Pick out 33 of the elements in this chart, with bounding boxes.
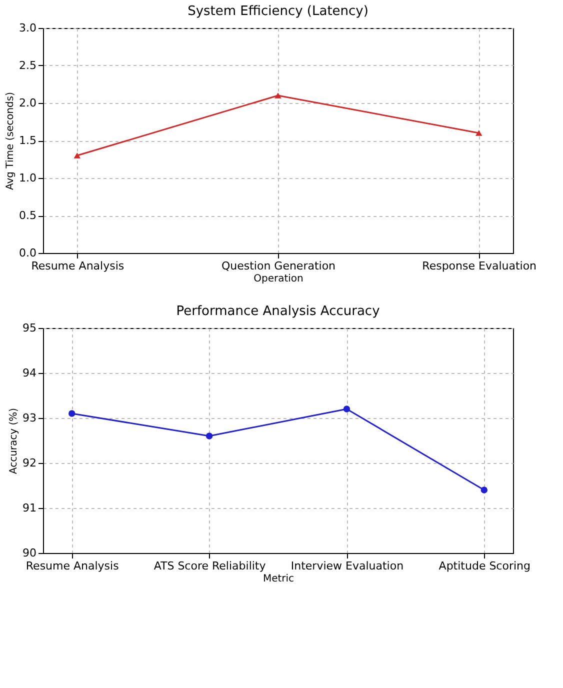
point	[74, 152, 80, 158]
x-tick-label: Resume Analysis	[31, 260, 124, 272]
y-tick-label: 1.0	[19, 172, 36, 184]
x-tick-label: Response Evaluation	[422, 260, 537, 272]
x-axis-title: Metric	[262, 574, 294, 584]
x-axis-title: Operation	[254, 274, 304, 284]
point	[480, 486, 488, 494]
y-tick-label: 0.5	[19, 209, 36, 222]
y-tick-label: 94	[22, 366, 36, 380]
point	[343, 406, 350, 412]
x-tick-label: Interview Evaluation	[290, 560, 404, 572]
y-tick-label: 90	[22, 546, 36, 560]
y-tick-label: 1.5	[19, 134, 36, 147]
y-tick-label: 2.5	[19, 59, 36, 72]
chart-title: Performance Analysis Accuracy	[176, 304, 380, 319]
point	[476, 130, 482, 136]
x-tick-label: Question Generation	[221, 260, 336, 272]
point	[206, 432, 213, 440]
y-tick-label: 93	[22, 412, 36, 424]
y-tick-label: 95	[22, 322, 36, 334]
y-tick-label: 92	[22, 456, 36, 470]
y-tick-label: 91	[22, 502, 36, 514]
x-tick-label: Resume Analysis	[26, 560, 120, 572]
point	[68, 410, 76, 417]
chart-title: System Efficiency (Latency)	[188, 4, 368, 19]
y-axis-title: Avg Time (seconds)	[5, 92, 16, 190]
x-tick-label: ATS Score Reliability	[154, 560, 266, 572]
y-tick-label: 0.0	[19, 246, 36, 260]
point	[274, 92, 282, 98]
y-axis-title: Accuracy (%)	[8, 408, 20, 474]
y-tick-label: 3.0	[19, 22, 36, 34]
y-tick-label: 2.0	[19, 96, 36, 110]
x-tick-label: Aptitude Scoring	[438, 560, 530, 572]
